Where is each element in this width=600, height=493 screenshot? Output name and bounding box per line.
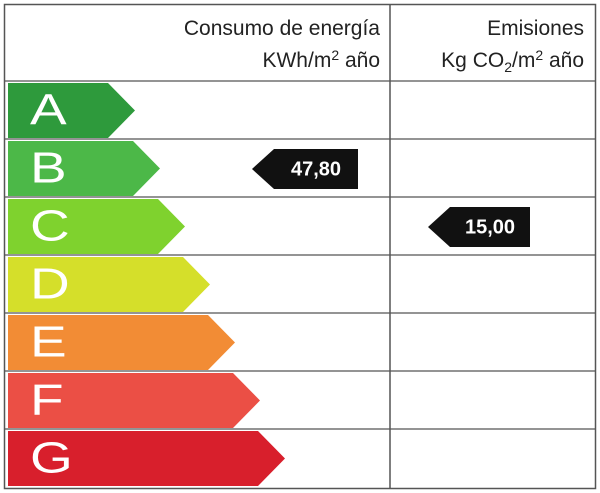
rating-arrow [8,257,210,312]
rating-arrow [8,141,160,196]
indicator-arrow [428,207,530,247]
emissions-title: Emisiones [487,17,584,40]
emissions-unit: Kg CO2/m2 año [441,47,584,75]
indicator-value: 15,00 [465,216,515,238]
energy-title: Consumo de energía [184,17,380,40]
rating-letter: D [30,259,70,308]
rating-letter: C [30,201,70,250]
rating-arrow [8,83,135,138]
rating-arrow [8,315,235,370]
rating-letter: E [30,317,67,366]
rating-arrow [8,431,285,486]
frame [3,3,597,490]
rating-letter: B [30,143,67,192]
rating-letter: F [30,375,64,424]
rating-letter: G [30,433,73,482]
energy-unit: KWh/m2 año [262,47,380,72]
rating-letter: A [30,85,68,134]
rating-arrow [8,199,185,254]
indicator-arrow [252,149,358,189]
rating-arrow [8,373,260,428]
indicator-value: 47,80 [291,158,341,180]
